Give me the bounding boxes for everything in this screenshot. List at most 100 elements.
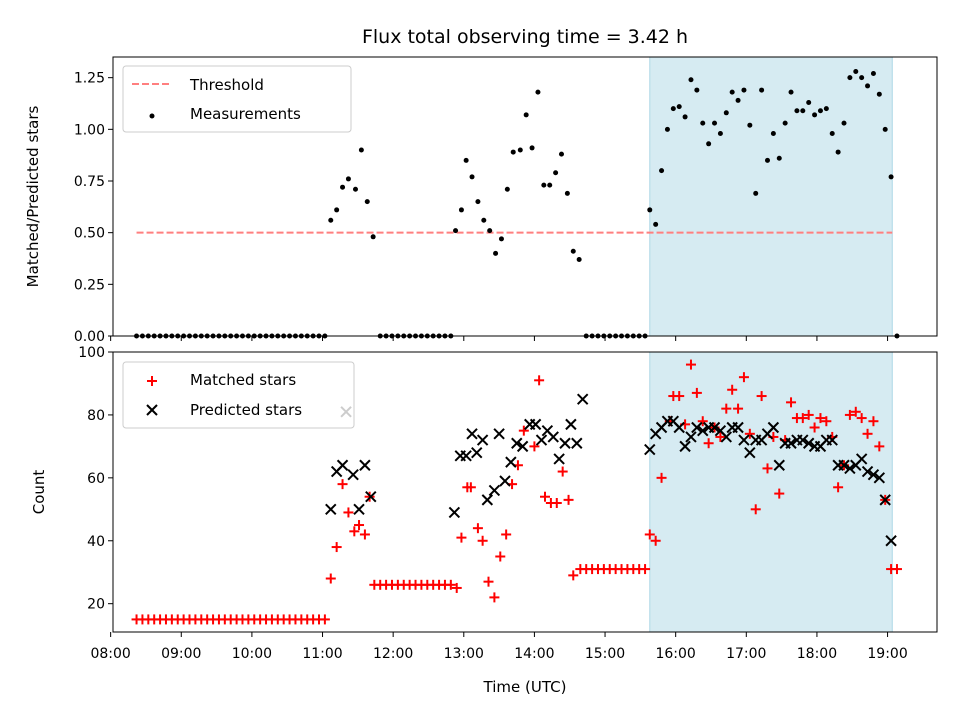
count-panel-frame bbox=[112, 351, 938, 633]
matched-star-point bbox=[656, 472, 667, 483]
ratio-x-ticks bbox=[110, 336, 889, 341]
matched-star-point bbox=[319, 614, 330, 625]
matched-star-point bbox=[518, 425, 529, 436]
predicted-star-point bbox=[466, 428, 478, 440]
measurement-point bbox=[859, 75, 865, 81]
predicted-star-point bbox=[460, 450, 472, 462]
matched-star-point bbox=[874, 441, 885, 452]
matched-star-point bbox=[833, 482, 844, 493]
measurement-point bbox=[535, 89, 541, 95]
measurement-point bbox=[498, 236, 504, 242]
predicted-star-point bbox=[685, 431, 697, 443]
x-tick-label: 16:00 bbox=[655, 646, 695, 662]
ratio-legend: Threshold Measurements bbox=[122, 65, 352, 133]
matched-star-point bbox=[489, 592, 500, 603]
y-tick-label: 0.00 bbox=[74, 329, 105, 345]
matched-star-point bbox=[727, 384, 738, 395]
y-tick-label: 1.00 bbox=[74, 122, 105, 138]
measurement-point bbox=[576, 257, 582, 263]
matched-star-point bbox=[456, 532, 467, 543]
x-tick-label: 15:00 bbox=[585, 646, 625, 662]
matched-star-point bbox=[715, 431, 726, 442]
measurement-point bbox=[529, 145, 535, 151]
measurement-point bbox=[553, 170, 559, 176]
measurement-point bbox=[523, 112, 529, 118]
measurement-point bbox=[364, 199, 370, 205]
predicted-star-point bbox=[565, 418, 577, 431]
matched-star-point bbox=[483, 576, 494, 587]
y-tick-label: 1.25 bbox=[74, 71, 105, 87]
predicted-star-point bbox=[476, 434, 489, 446]
predicted-star-point bbox=[738, 434, 750, 446]
matched-star-point bbox=[325, 573, 336, 584]
y-tick-label: 40 bbox=[87, 534, 105, 550]
predicted-star-point bbox=[353, 503, 365, 516]
x-tick-label: 08:00 bbox=[90, 646, 130, 662]
legend-plus-marker bbox=[147, 376, 157, 386]
x-tick-label: 12:00 bbox=[373, 646, 413, 662]
matched-star-point bbox=[551, 498, 562, 509]
measurement-point bbox=[688, 77, 694, 83]
matched-star-point bbox=[445, 579, 456, 590]
matched-star-point bbox=[540, 491, 551, 502]
matched-star-point bbox=[750, 504, 761, 515]
predicted-star-point bbox=[844, 462, 856, 475]
matched-star-point bbox=[495, 551, 506, 562]
measurement-point bbox=[841, 120, 847, 126]
ratio-panel-frame bbox=[112, 56, 938, 337]
measurement-point bbox=[370, 234, 376, 240]
count-y-ticks: 20 40 60 80 100 bbox=[78, 345, 113, 613]
y-tick-label: 0.50 bbox=[74, 226, 105, 242]
legend-threshold-label: Threshold bbox=[189, 76, 264, 94]
legend-predicted-swatch bbox=[146, 404, 158, 416]
x-tick-label: 18:00 bbox=[797, 646, 837, 662]
ratio-y-ticks: 0.00 0.25 0.50 0.75 1.00 1.25 bbox=[74, 71, 113, 345]
legend-predicted-label: Predicted stars bbox=[190, 401, 302, 419]
predicted-star-point bbox=[493, 428, 505, 440]
predicted-star-point bbox=[481, 494, 494, 506]
measurement-point bbox=[776, 155, 782, 161]
predicted-star-point bbox=[785, 437, 797, 449]
predicted-star-point bbox=[571, 437, 583, 449]
matched-star-point bbox=[354, 520, 365, 531]
x-tick-label: 13:00 bbox=[444, 646, 484, 662]
measurement-point bbox=[469, 174, 475, 180]
predicted-star-point bbox=[448, 506, 461, 519]
predicted-star-point bbox=[838, 459, 850, 471]
measurement-point bbox=[475, 199, 481, 205]
measurement-point bbox=[458, 207, 464, 213]
count-legend: Matched stars Predicted stars bbox=[122, 361, 355, 429]
predicted-star-point bbox=[879, 494, 891, 506]
ratio-panel: 0.00 0.25 0.50 0.75 1.00 1.25 Matched/Predict… bbox=[24, 56, 938, 345]
predicted-star-point bbox=[744, 446, 756, 459]
legend-matched-swatch bbox=[147, 376, 157, 386]
matched-star-point bbox=[477, 535, 488, 546]
predicted-star-point bbox=[797, 434, 809, 446]
legend-matched-label: Matched stars bbox=[190, 371, 296, 389]
matched-star-point bbox=[844, 409, 855, 420]
predicted-star-point bbox=[673, 421, 685, 434]
measurement-point bbox=[747, 122, 753, 128]
matched-star-point bbox=[738, 372, 749, 383]
matched-star-point bbox=[501, 529, 512, 540]
measurement-point bbox=[504, 186, 510, 192]
matched-star-point bbox=[534, 375, 545, 386]
measurement-point bbox=[712, 120, 718, 126]
matched-star-point bbox=[891, 564, 902, 575]
measurement-point bbox=[334, 207, 340, 213]
matched-star-point bbox=[762, 463, 773, 474]
predicted-star-point bbox=[499, 475, 511, 487]
matched-star-point bbox=[337, 479, 348, 490]
measurement-point bbox=[870, 71, 876, 77]
measurement-point bbox=[729, 89, 735, 95]
predicted-star-point bbox=[553, 453, 565, 465]
measurement-point bbox=[865, 83, 871, 89]
predicted-star-point bbox=[644, 443, 656, 456]
predicted-star-point bbox=[547, 431, 559, 443]
predicted-star-point bbox=[365, 491, 377, 503]
matched-star-point bbox=[640, 564, 651, 575]
measurement-point bbox=[694, 87, 700, 93]
measurement-point bbox=[570, 248, 576, 254]
measurement-point bbox=[352, 186, 358, 192]
predicted-star-point bbox=[679, 440, 691, 453]
